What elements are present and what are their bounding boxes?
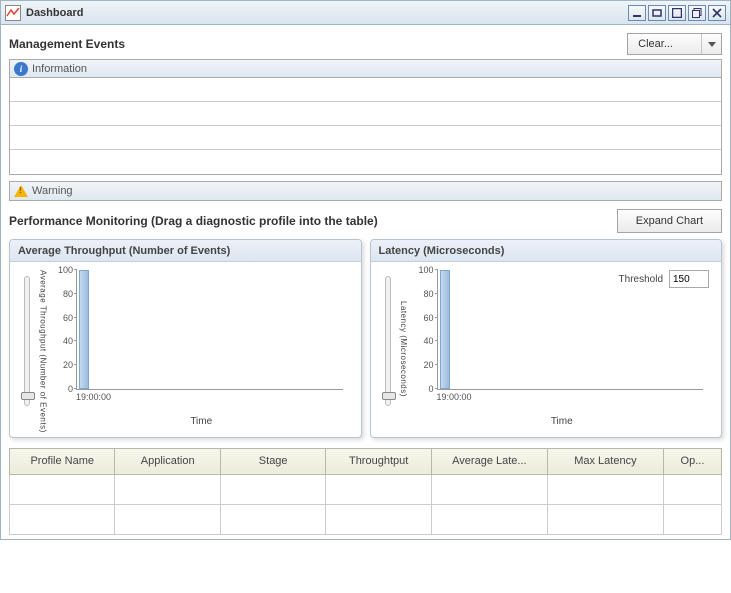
latency-chart-panel: Latency (Microseconds) Threshold Latency…	[370, 239, 723, 438]
slider-thumb[interactable]	[21, 392, 35, 400]
charts-row: Average Throughput (Number of Events) Av…	[9, 239, 722, 438]
performance-header: Performance Monitoring (Drag a diagnosti…	[9, 209, 722, 233]
latency-plot-area: 100 80 60 40 20 0 19:00:00 Time	[411, 270, 714, 427]
info-row[interactable]	[10, 78, 721, 102]
col-throughput[interactable]: Throughtput	[326, 448, 431, 474]
close-button[interactable]	[708, 5, 726, 21]
detach-button[interactable]	[688, 5, 706, 21]
latency-xtick: 19:00:00	[437, 390, 714, 402]
content-area: Management Events Clear... i Information	[1, 25, 730, 539]
ytick-label: 60	[412, 313, 434, 323]
table-header-row: Profile Name Application Stage Throughtp…	[10, 448, 722, 474]
ytick-label: 100	[412, 265, 434, 275]
col-max-latency[interactable]: Max Latency	[547, 448, 663, 474]
ytick-label: 0	[51, 384, 73, 394]
management-events-title: Management Events	[9, 37, 125, 51]
restore-button[interactable]	[648, 5, 666, 21]
information-label: Information	[32, 63, 87, 75]
ytick-label: 100	[51, 265, 73, 275]
throughput-slider-column	[18, 270, 36, 433]
information-panel: i Information	[9, 59, 722, 175]
throughput-chart-title: Average Throughput (Number of Events)	[10, 240, 361, 262]
table-row[interactable]	[10, 504, 722, 534]
ytick-label: 20	[412, 360, 434, 370]
latency-chart-title: Latency (Microseconds)	[371, 240, 722, 262]
ytick-label: 20	[51, 360, 73, 370]
window-title: Dashboard	[26, 7, 83, 19]
ytick-label: 40	[51, 336, 73, 346]
minimize-button[interactable]	[628, 5, 646, 21]
latency-plot[interactable]: 100 80 60 40 20 0	[437, 270, 704, 390]
performance-title: Performance Monitoring (Drag a diagnosti…	[9, 214, 378, 228]
throughput-xtick: 19:00:00	[76, 390, 353, 402]
info-row[interactable]	[10, 126, 721, 150]
table-row[interactable]	[10, 474, 722, 504]
expand-chart-label: Expand Chart	[636, 215, 703, 227]
throughput-plot[interactable]: 100 80 60 40 20 0	[76, 270, 343, 390]
ytick-label: 80	[412, 289, 434, 299]
info-icon: i	[14, 62, 28, 76]
latency-ylabel: Latency (Microseconds)	[397, 270, 411, 427]
info-row[interactable]	[10, 150, 721, 174]
warning-label: Warning	[32, 185, 73, 197]
slider-thumb[interactable]	[382, 392, 396, 400]
profiles-table[interactable]: Profile Name Application Stage Throughtp…	[9, 448, 722, 535]
ytick-label: 0	[412, 384, 434, 394]
information-header[interactable]: i Information	[10, 60, 721, 78]
expand-chart-button[interactable]: Expand Chart	[617, 209, 722, 233]
warning-icon	[14, 185, 28, 197]
throughput-bar	[79, 270, 89, 389]
throughput-chart-body: Average Throughput (Number of Events) 10…	[10, 262, 361, 437]
throughput-chart-panel: Average Throughput (Number of Events) Av…	[9, 239, 362, 438]
titlebar-left: Dashboard	[5, 5, 83, 21]
info-row[interactable]	[10, 102, 721, 126]
latency-range-slider[interactable]	[385, 276, 391, 406]
titlebar-controls	[628, 5, 726, 21]
ytick-label: 60	[51, 313, 73, 323]
col-op[interactable]: Op...	[663, 448, 721, 474]
latency-slider-column	[379, 270, 397, 427]
dropdown-arrow-icon	[701, 34, 721, 54]
col-application[interactable]: Application	[115, 448, 220, 474]
throughput-ylabel: Average Throughput (Number of Events)	[36, 270, 50, 433]
chart-app-icon	[5, 5, 21, 21]
col-average-latency[interactable]: Average Late...	[431, 448, 547, 474]
col-profile-name[interactable]: Profile Name	[10, 448, 115, 474]
management-events-header: Management Events Clear...	[9, 33, 722, 55]
dashboard-window: Dashboard Management Events Clear... i	[0, 0, 731, 540]
col-stage[interactable]: Stage	[220, 448, 325, 474]
latency-bar	[440, 270, 450, 389]
ytick-label: 80	[51, 289, 73, 299]
ytick-label: 40	[412, 336, 434, 346]
latency-chart-body: Threshold Latency (Microseconds) 100 80	[371, 262, 722, 431]
warning-header[interactable]: Warning	[9, 181, 722, 201]
titlebar[interactable]: Dashboard	[1, 1, 730, 25]
clear-dropdown-button[interactable]: Clear...	[627, 33, 722, 55]
information-rows	[10, 78, 721, 174]
clear-button-label: Clear...	[628, 38, 701, 50]
throughput-plot-area: 100 80 60 40 20 0 19:00:00 Time	[50, 270, 353, 433]
latency-xlabel: Time	[411, 416, 714, 427]
throughput-range-slider[interactable]	[24, 276, 30, 406]
throughput-xlabel: Time	[50, 416, 353, 427]
maximize-button[interactable]	[668, 5, 686, 21]
